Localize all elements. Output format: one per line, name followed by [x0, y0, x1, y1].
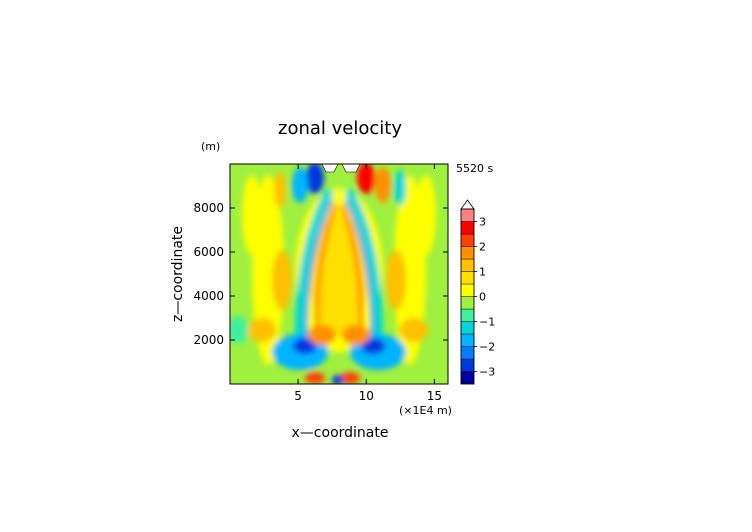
y-tick-label: 8000: [193, 201, 224, 215]
left-mid-positive: [248, 318, 276, 342]
colorbar-extend-arrow: [460, 199, 475, 210]
far-left-positive: [242, 175, 262, 255]
colorbar-tick-label: −3: [479, 366, 495, 379]
colorbar-segment: [460, 296, 475, 310]
right-negative-core: [344, 199, 374, 353]
x-axis-label: x—coordinate: [292, 425, 389, 441]
colorbar-segment: [460, 346, 475, 360]
bottom-left-positive: [305, 372, 325, 384]
y-tick-label: 2000: [193, 333, 224, 347]
lower-right-strong-negative: [361, 338, 385, 354]
x-tick-label: 15: [427, 389, 442, 403]
top-right-positive: [357, 164, 375, 194]
top-left-negative: [306, 164, 324, 194]
bottom-center-negative: [332, 375, 344, 384]
x-unit-label: (×1E4 m): [399, 404, 452, 417]
right-mid-positive: [400, 318, 428, 342]
colorbar-tick-label: 2: [479, 241, 486, 254]
y-unit-label: (m): [201, 140, 220, 153]
colorbar-segment: [460, 271, 475, 285]
far-right-positive: [416, 175, 436, 255]
colorbar-segment: [460, 258, 475, 272]
x-tick-label: 10: [359, 389, 374, 403]
colorbar-segment: [460, 371, 475, 385]
colorbar-segment: [460, 283, 475, 297]
y-axis: 2000 4000 6000 8000: [193, 201, 448, 347]
top-left-negative-2: [292, 167, 308, 203]
y-tick-label: 6000: [193, 245, 224, 259]
lower-left-strong-negative: [293, 338, 317, 354]
colorbar-segment: [460, 333, 475, 347]
top-right-positive-2: [375, 167, 391, 203]
left-negative-core: [304, 199, 334, 353]
bottom-right-positive: [340, 372, 360, 384]
colorbar-segment: [460, 308, 475, 322]
x-tick-label: 5: [294, 389, 302, 403]
top-left-positive: [274, 172, 286, 208]
colorbar-segment: [460, 221, 475, 235]
colorbar-tick-label: −2: [479, 341, 495, 354]
y-axis-label: z—coordinate: [170, 226, 186, 322]
chart-title: zonal velocity: [278, 118, 402, 139]
right-orange-lobe: [386, 250, 406, 310]
contour-field: [230, 164, 448, 384]
colorbar-segment: [460, 208, 475, 222]
colorbar-segment: [460, 246, 475, 260]
x-axis: 5 10 15: [294, 164, 442, 403]
colorbar-segment: [460, 233, 475, 247]
lower-left-positive: [308, 325, 336, 345]
left-edge-negative: [230, 316, 248, 344]
colorbar-tick-label: −1: [479, 316, 495, 329]
colorbar-tick-label: 0: [479, 291, 486, 304]
plot-frame: [229, 163, 449, 385]
lower-right-positive: [342, 325, 370, 345]
colorbar-tick-label: 3: [479, 216, 486, 229]
left-orange-lobe: [272, 250, 292, 310]
time-label: 5520 s: [456, 162, 493, 175]
colorbar-tick-label: 1: [479, 266, 486, 279]
colorbar-segment: [460, 358, 475, 372]
colorbar: 3 2 1 0 −1 −2 −3: [460, 199, 495, 385]
colorbar-segment: [460, 321, 475, 335]
top-right-negative: [394, 170, 406, 206]
above-range-region-left: [321, 164, 339, 173]
above-range-region-right: [341, 164, 361, 173]
y-tick-label: 4000: [193, 289, 224, 303]
